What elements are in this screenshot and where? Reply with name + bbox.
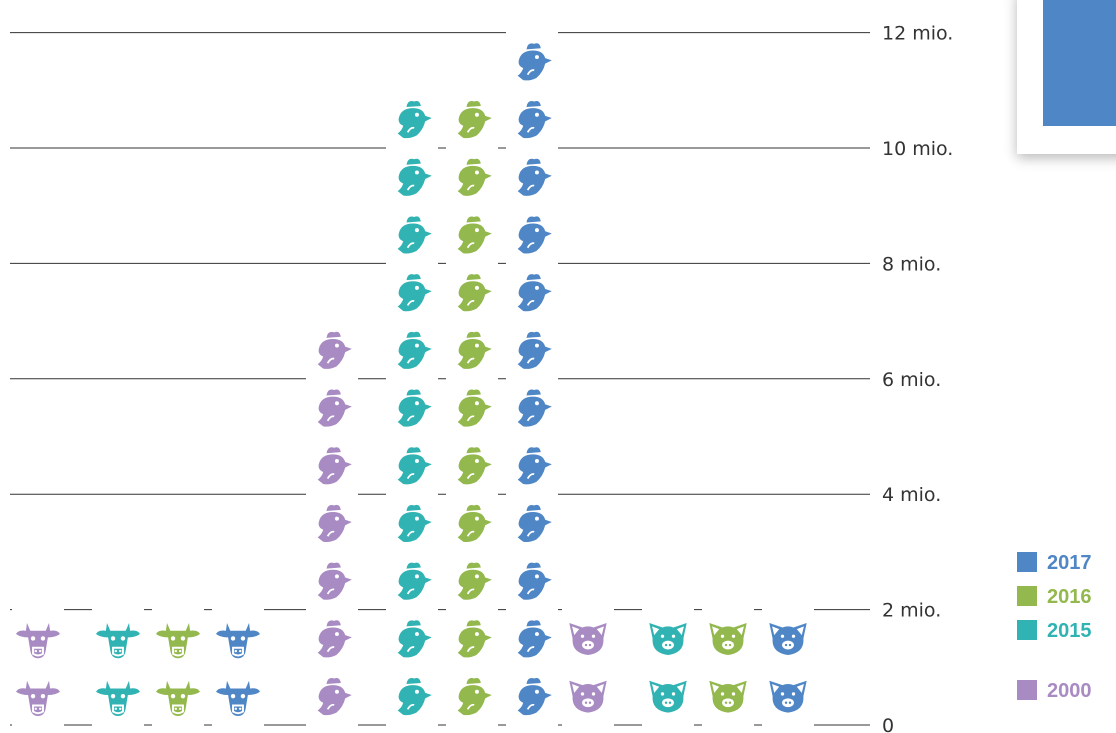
icon-group-pigs	[562, 607, 814, 727]
y-tick-label: 10 mio.	[882, 138, 953, 160]
icon-group-poultry	[306, 30, 558, 728]
card-color-swatch	[1043, 0, 1116, 126]
y-tick-label: 2 mio.	[882, 600, 941, 622]
legend-label: 2016	[1047, 586, 1092, 608]
legend-swatch	[1017, 586, 1037, 606]
y-tick-label: 0	[882, 715, 894, 733]
legend-swatch	[1017, 680, 1037, 700]
legend-label: 2000	[1047, 680, 1092, 702]
y-tick-label: 12 mio.	[882, 23, 953, 45]
legend-swatch	[1017, 620, 1037, 640]
y-tick-label: 6 mio.	[882, 369, 941, 391]
y-tick-label: 8 mio.	[882, 253, 941, 275]
icon-column-backing	[506, 30, 558, 728]
legend-swatch	[1017, 552, 1037, 572]
legend-label: 2015	[1047, 620, 1092, 642]
chart-card	[1017, 0, 1116, 154]
icon-group-cattle	[12, 607, 264, 727]
y-tick-label: 4 mio.	[882, 484, 941, 506]
legend-label: 2017	[1047, 552, 1092, 574]
